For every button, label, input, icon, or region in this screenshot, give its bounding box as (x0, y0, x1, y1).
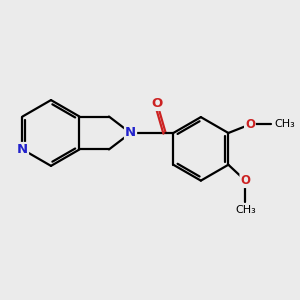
Text: CH₃: CH₃ (235, 205, 256, 215)
Text: O: O (245, 118, 255, 131)
Text: N: N (17, 143, 28, 156)
Text: O: O (152, 97, 163, 110)
Text: CH₃: CH₃ (274, 119, 295, 130)
Text: O: O (240, 174, 250, 187)
Text: N: N (125, 127, 136, 140)
